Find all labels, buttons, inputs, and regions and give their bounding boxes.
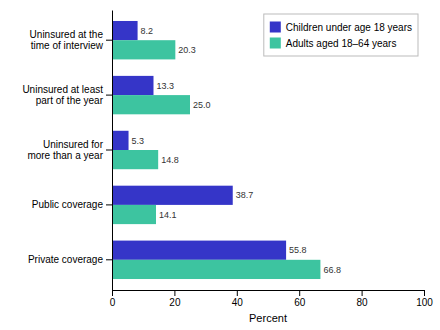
x-axis: 0 20 40 60 80 100 [110, 290, 434, 308]
y-tick-label-line: Uninsured at the [30, 29, 104, 40]
bar [112, 241, 286, 260]
bar [112, 186, 233, 205]
x-tick-mark [237, 290, 238, 296]
y-tick: Private coverage [28, 254, 112, 265]
x-tick-label: 0 [110, 297, 116, 308]
y-tick: Uninsured formore than a year [27, 139, 112, 162]
legend-label: Adults aged 18–64 years [286, 38, 397, 49]
y-tick-label-line: Private coverage [28, 254, 103, 265]
y-axis-line [112, 11, 113, 291]
x-tick: 20 [169, 290, 181, 308]
legend: Children under age 18 years Adults aged 1… [264, 14, 418, 56]
series [112, 21, 286, 260]
legend-item: Adults aged 18–64 years [270, 38, 397, 49]
x-tick-label: 80 [357, 297, 369, 308]
x-axis-line [113, 290, 425, 291]
bar [112, 131, 129, 150]
data-label: 14.8 [161, 155, 179, 165]
y-tick: Public coverage [32, 199, 112, 210]
x-tick: 0 [110, 290, 116, 308]
y-tick-mark [106, 204, 112, 205]
data-label: 14.1 [159, 210, 177, 220]
y-tick-label: Public coverage [32, 199, 104, 210]
data-label: 13.3 [156, 81, 174, 91]
bar [112, 95, 190, 114]
data-label: 25.0 [193, 100, 211, 110]
x-tick: 100 [416, 290, 433, 308]
x-tick-mark [424, 290, 425, 296]
data-labels: 8.2 13.3 5.3 38.7 55.8 20.3 25.0 14.8 14.1 66.8 [132, 26, 341, 275]
y-tick-mark [106, 40, 112, 41]
y-tick: Uninsured at leastpart of the year [22, 84, 112, 107]
bar [112, 21, 138, 40]
x-tick: 60 [294, 290, 306, 308]
bar [112, 260, 320, 279]
y-tick-label-line: Uninsured for [43, 139, 104, 150]
y-tick-label-line: Uninsured at least [22, 84, 103, 95]
y-tick-label: Uninsured at leastpart of the year [22, 84, 103, 107]
y-tick-label: Private coverage [28, 254, 103, 265]
x-tick: 80 [357, 290, 369, 308]
x-tick-label: 20 [169, 297, 181, 308]
x-tick-mark [174, 290, 175, 296]
y-axis: Uninsured at thetime of interviewUninsur… [22, 11, 112, 291]
bar [112, 150, 158, 169]
data-label: 55.8 [289, 245, 307, 255]
y-tick-label-line: more than a year [27, 150, 103, 161]
bar [112, 76, 153, 95]
x-tick-mark [362, 290, 363, 296]
y-tick: Uninsured at thetime of interview [30, 29, 112, 52]
y-tick-mark [106, 150, 112, 151]
x-tick-mark [299, 290, 300, 296]
bar [112, 205, 156, 224]
data-label: 8.2 [141, 26, 154, 36]
y-tick-label: Uninsured formore than a year [27, 139, 103, 162]
legend-swatch [270, 38, 281, 49]
legend-label: Children under age 18 years [286, 22, 412, 33]
chart: 8.2 13.3 5.3 38.7 55.8 20.3 25.0 14.8 14.1 66.8 0 2… [0, 0, 440, 330]
y-tick-label-line: time of interview [31, 40, 104, 51]
y-tick-mark [106, 259, 112, 260]
data-label: 38.7 [236, 190, 254, 200]
plot: 8.2 13.3 5.3 38.7 55.8 20.3 25.0 14.8 14.1 66.8 0 2… [22, 11, 433, 309]
legend-frame [264, 14, 418, 56]
bar [112, 40, 175, 59]
data-label: 66.8 [323, 265, 341, 275]
x-tick: 40 [232, 290, 244, 308]
x-tick-label: 40 [232, 297, 244, 308]
x-tick-mark [112, 290, 113, 296]
legend-swatch [270, 22, 281, 33]
data-label: 5.3 [132, 136, 145, 146]
y-tick-label-line: Public coverage [32, 199, 104, 210]
x-tick-label: 100 [416, 297, 433, 308]
x-axis-title: Percent [249, 312, 287, 324]
x-tick-label: 60 [294, 297, 306, 308]
data-label: 20.3 [178, 45, 196, 55]
legend-item: Children under age 18 years [270, 22, 412, 33]
y-tick-label: Uninsured at thetime of interview [30, 29, 104, 52]
y-tick-mark [106, 95, 112, 96]
series [112, 40, 320, 279]
y-tick-label-line: part of the year [36, 95, 104, 106]
bars [112, 21, 320, 279]
